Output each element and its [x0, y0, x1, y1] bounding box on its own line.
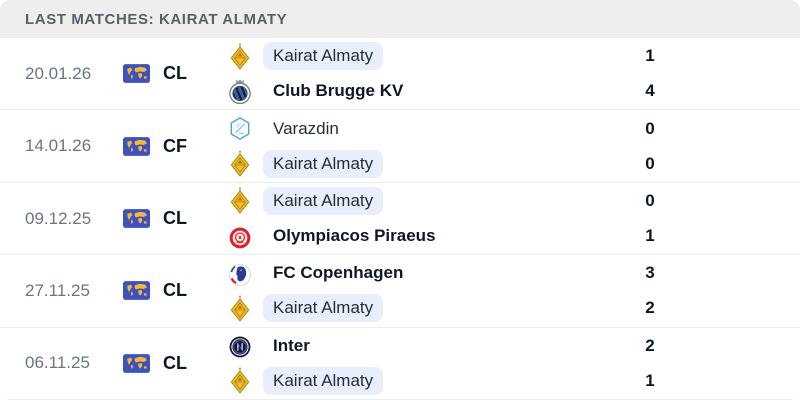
team-name: FC Copenhagen	[273, 263, 404, 283]
team-score: 1	[645, 370, 655, 390]
team-score: 1	[645, 226, 655, 246]
team-row: FC Copenhagen 3	[228, 256, 800, 290]
teams: Kairat Almaty 1 Club Brugge KV 4	[228, 38, 800, 109]
olympiacos-logo-icon	[228, 223, 252, 250]
team-row: Club Brugge KV 4	[228, 74, 800, 108]
world-icon	[123, 64, 150, 83]
kairat-almaty-logo-icon	[228, 43, 252, 70]
team-name: Kairat Almaty	[263, 294, 384, 323]
team-name: Kairat Almaty	[263, 149, 384, 178]
team-score: 2	[645, 335, 655, 355]
match-date: 06.11.25	[25, 353, 90, 373]
world-icon	[123, 137, 150, 156]
world-icon	[123, 209, 150, 228]
kairat-almaty-logo-icon	[228, 150, 252, 177]
team-row: Kairat Almaty 0	[228, 184, 800, 218]
team-score: 2	[645, 298, 655, 318]
team-name: Kairat Almaty	[263, 186, 384, 215]
matches-list: 20.01.26 CL Kairat Almaty 1 Club Brugge …	[0, 38, 800, 400]
team-name: Kairat Almaty	[263, 366, 384, 395]
varazdin-logo-icon	[228, 115, 252, 142]
competition-label: CF	[163, 135, 187, 156]
team-name: Kairat Almaty	[263, 42, 384, 71]
match-row[interactable]: 27.11.25 CL FC Copenhagen 3 Kairat Almat…	[0, 255, 800, 328]
competition: CL	[123, 208, 228, 229]
kairat-almaty-logo-icon	[228, 187, 252, 214]
world-icon	[123, 281, 150, 300]
inter-logo-icon	[228, 332, 252, 359]
section-title: LAST MATCHES: KAIRAT ALMATY	[25, 10, 288, 28]
team-name: Olympiacos Piraeus	[273, 226, 436, 246]
match-date: 27.11.25	[25, 280, 90, 300]
teams: Inter 2 Kairat Almaty 1	[228, 328, 800, 399]
competition: CF	[123, 136, 228, 157]
match-row[interactable]: 20.01.26 CL Kairat Almaty 1 Club Brugge …	[0, 38, 800, 111]
match-row[interactable]: 14.01.26 CF Varazdin 0 Kairat Almaty 0	[0, 110, 800, 183]
team-row: Kairat Almaty 1	[228, 39, 800, 73]
teams: Kairat Almaty 0 Olympiacos Piraeus 1	[228, 183, 800, 254]
competition-label: CL	[163, 63, 187, 84]
team-name: Club Brugge KV	[273, 81, 404, 101]
team-name: Varazdin	[273, 118, 339, 138]
match-date: 09.12.25	[25, 208, 92, 228]
world-icon	[123, 354, 150, 373]
competition-label: CL	[163, 352, 187, 373]
club-brugge-logo-icon	[228, 78, 252, 105]
section-header: LAST MATCHES: KAIRAT ALMATY	[0, 0, 800, 38]
competition: CL	[123, 280, 228, 301]
team-row: Olympiacos Piraeus 1	[228, 219, 800, 253]
team-score: 3	[645, 263, 655, 283]
match-date: 20.01.26	[25, 63, 92, 83]
team-score: 0	[645, 118, 655, 138]
team-row: Kairat Almaty 1	[228, 364, 800, 398]
team-score: 4	[645, 81, 655, 101]
match-row[interactable]: 06.11.25 CL Inter 2 Kairat Almaty 1	[0, 327, 800, 400]
team-score: 0	[645, 153, 655, 173]
competition-label: CL	[163, 208, 187, 229]
team-score: 1	[645, 46, 655, 66]
competition-label: CL	[163, 280, 187, 301]
match-row[interactable]: 09.12.25 CL Kairat Almaty 0 Olympiacos P…	[0, 182, 800, 256]
team-name: Inter	[273, 335, 310, 355]
competition: CL	[123, 353, 228, 374]
team-row: Kairat Almaty 2	[228, 291, 800, 325]
kairat-almaty-logo-icon	[228, 367, 252, 394]
team-row: Inter 2	[228, 329, 800, 363]
match-date: 14.01.26	[25, 136, 92, 156]
competition: CL	[123, 63, 228, 84]
kairat-almaty-logo-icon	[228, 295, 252, 322]
team-score: 0	[645, 190, 655, 210]
fc-copenhagen-logo-icon	[228, 260, 252, 287]
teams: Varazdin 0 Kairat Almaty 0	[228, 110, 800, 181]
team-row: Kairat Almaty 0	[228, 147, 800, 181]
team-row: Varazdin 0	[228, 112, 800, 146]
teams: FC Copenhagen 3 Kairat Almaty 2	[228, 255, 800, 326]
